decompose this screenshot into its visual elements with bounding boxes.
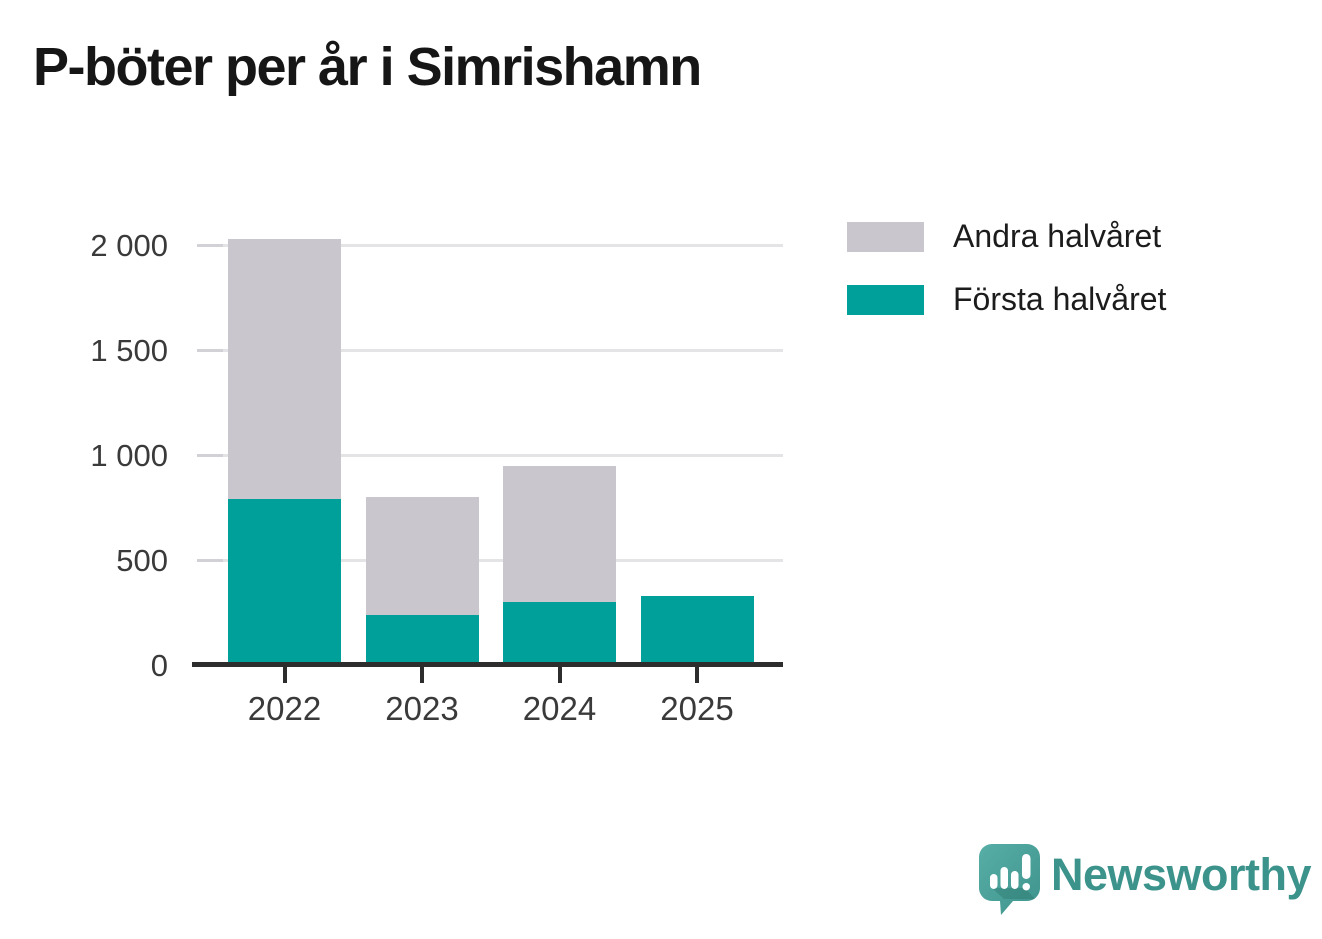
y-gridline [197,244,783,247]
legend-item-andra-halvaret: Andra halvåret [847,218,1166,255]
bar-segment-2023 [365,497,479,615]
bar-segment-2023 [365,614,479,665]
x-axis-tick-label: 2025 [660,690,734,727]
legend-label: Första halvåret [953,281,1167,317]
legend-swatch-andra-halvaret [847,221,924,252]
legend-label: Andra halvåret [953,218,1162,254]
x-axis-tick [557,667,562,683]
x-axis-tick-label: 2023 [385,690,459,727]
newsworthy-branding: Newsworthy [978,843,1312,915]
y-gridline [197,454,783,457]
bar-segment-2024 [503,465,616,602]
legend-item-forsta-halvaret: Första halvåret [847,281,1166,318]
y-axis-tick-label: 0 [150,648,168,683]
chart-title: P-böter per år i Simrishamn [33,37,702,97]
bar-segment-2022 [228,499,341,665]
newsworthy-speech-bubble-chart-icon [979,844,1040,915]
y-axis-tick-label: 1 500 [90,333,168,368]
bar-segment-2022 [228,238,341,500]
legend-swatch-forsta-halvaret [847,284,924,315]
y-axis-tick-label: 1 000 [90,438,168,473]
y-axis-tick [197,244,223,247]
y-axis-tick [197,559,223,562]
x-axis-tick [695,667,699,683]
newsworthy-wordmark: Newsworthy [1051,849,1312,900]
chart-legend: Andra halvåret Första halvåret [847,218,1166,318]
y-gridline [197,349,783,352]
x-axis-tick [420,667,424,683]
y-axis-tick [197,454,223,457]
x-axis-tick-label: 2022 [247,690,322,727]
y-axis-tick [197,349,223,352]
x-axis-tick-label: 2024 [522,690,597,727]
bar-segment-2024 [503,602,616,665]
y-gridline [197,559,783,562]
x-axis-line [192,662,783,667]
bar-segment-2025 [640,595,754,665]
y-axis-tick-label: 2 000 [90,228,168,263]
y-axis-tick-label: 500 [116,543,168,578]
x-axis-tick [282,667,287,683]
